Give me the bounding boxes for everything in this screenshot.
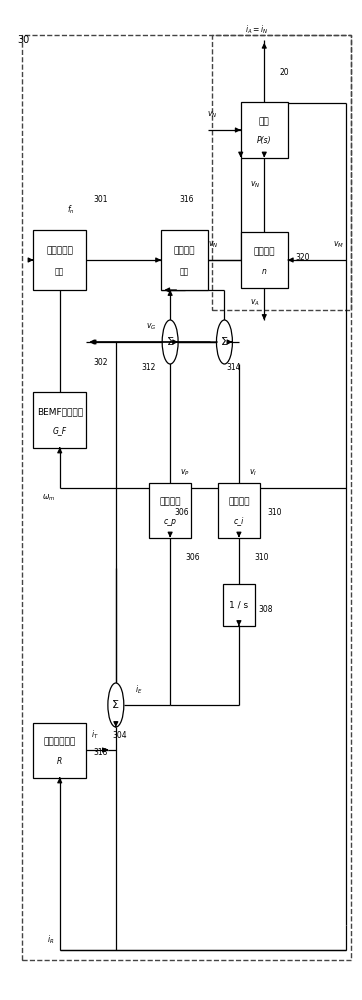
Bar — [223, 584, 255, 626]
Text: $f_n$: $f_n$ — [67, 204, 75, 216]
Bar — [241, 232, 288, 288]
Text: $v_G$: $v_G$ — [146, 322, 156, 332]
Text: 30: 30 — [17, 35, 30, 45]
Text: Σ: Σ — [167, 337, 174, 347]
Text: Σ: Σ — [221, 337, 228, 347]
Text: 312: 312 — [141, 362, 156, 371]
Text: 310: 310 — [254, 553, 269, 562]
Text: $v_A$: $v_A$ — [250, 297, 260, 308]
Text: 电压限制: 电压限制 — [174, 246, 195, 255]
Text: P(s): P(s) — [257, 136, 272, 145]
Bar — [149, 483, 191, 538]
Circle shape — [162, 320, 178, 364]
Text: $i_A = i_{N}$: $i_A = i_{N}$ — [245, 24, 269, 36]
Text: 306: 306 — [185, 553, 200, 562]
Text: 补偿模块: 补偿模块 — [159, 497, 181, 506]
Text: 310: 310 — [267, 508, 282, 517]
Text: c_i: c_i — [234, 516, 244, 526]
Text: $v_N$: $v_N$ — [250, 180, 260, 190]
Bar — [34, 722, 86, 778]
Text: 316: 316 — [179, 196, 194, 205]
Text: R: R — [57, 756, 62, 766]
Bar — [212, 35, 351, 310]
Bar — [34, 230, 86, 290]
Text: 1 / s: 1 / s — [230, 600, 248, 609]
Circle shape — [108, 683, 124, 727]
Text: 302: 302 — [93, 358, 108, 367]
Text: 308: 308 — [259, 604, 273, 613]
Text: 304: 304 — [112, 730, 127, 740]
Text: 301: 301 — [93, 196, 108, 205]
Bar — [241, 103, 288, 157]
Text: 306: 306 — [174, 508, 189, 517]
Text: c_p: c_p — [164, 516, 177, 526]
Text: 模块: 模块 — [180, 267, 189, 276]
Text: $v_M$: $v_M$ — [333, 240, 344, 250]
Text: 20: 20 — [279, 68, 289, 77]
Text: $\omega_m$: $\omega_m$ — [42, 492, 55, 503]
Text: $v_I$: $v_I$ — [249, 467, 257, 478]
Text: 320: 320 — [295, 253, 310, 262]
Text: $v_N$: $v_N$ — [207, 110, 217, 120]
Bar — [218, 483, 260, 538]
Bar — [161, 230, 208, 290]
Text: 修正模块: 修正模块 — [253, 247, 275, 256]
Text: $i_T$: $i_T$ — [91, 729, 99, 741]
Text: 马达: 马达 — [259, 117, 270, 126]
Text: 314: 314 — [226, 362, 241, 371]
Text: 参考修正模块: 参考修正模块 — [43, 737, 76, 746]
Text: 补偿模块: 补偿模块 — [228, 497, 250, 506]
Text: 模块: 模块 — [55, 267, 64, 276]
Text: $v_N$: $v_N$ — [209, 240, 219, 250]
Circle shape — [216, 320, 232, 364]
Text: n: n — [262, 266, 267, 275]
Text: 318: 318 — [93, 748, 108, 757]
Bar — [34, 392, 86, 448]
Text: $i_E$: $i_E$ — [135, 684, 142, 696]
Text: $i_{R}$: $i_{R}$ — [47, 934, 54, 946]
Text: BEMF补偿模块: BEMF补偿模块 — [37, 407, 83, 416]
Text: 非线性处理: 非线性处理 — [46, 246, 73, 255]
Text: Σ: Σ — [112, 700, 119, 710]
Text: $v_P$: $v_P$ — [180, 467, 189, 478]
Text: G_F: G_F — [52, 426, 67, 436]
